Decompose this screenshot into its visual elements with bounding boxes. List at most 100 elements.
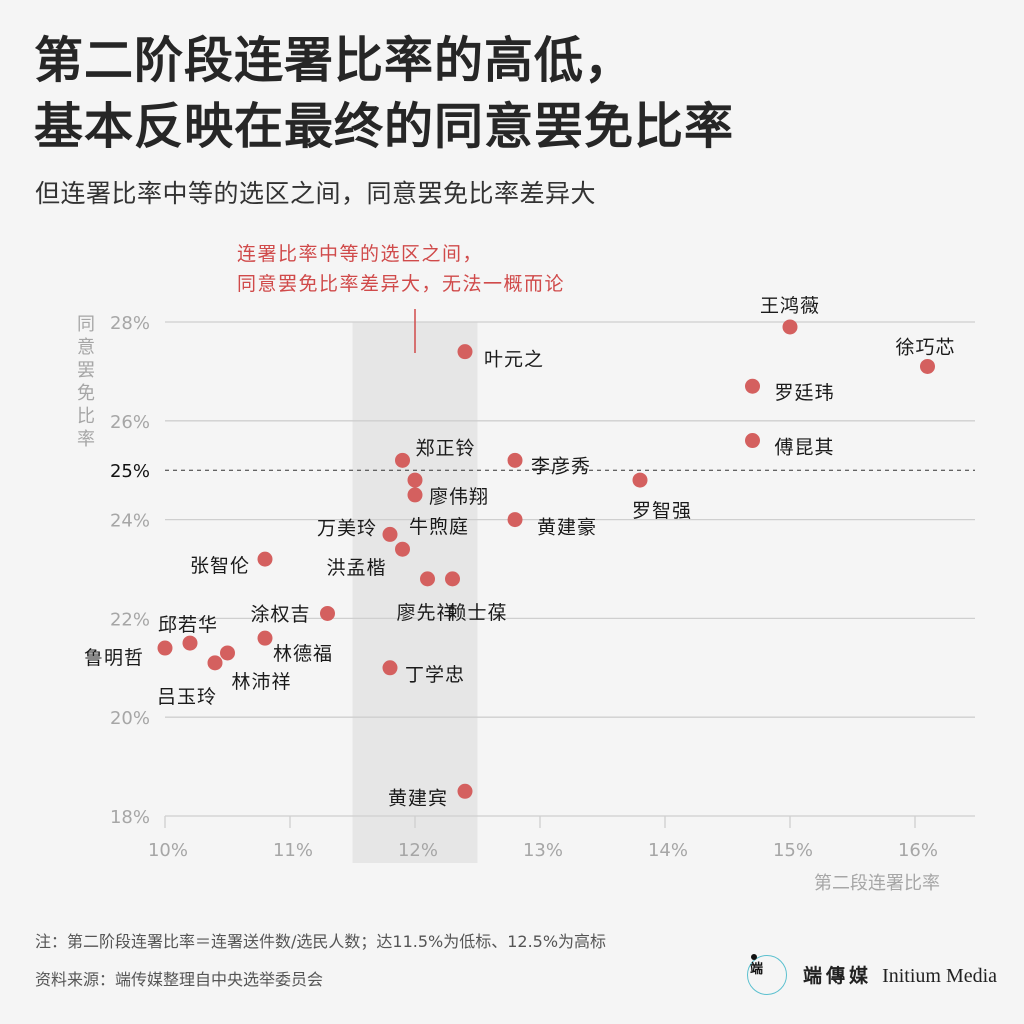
y-axis-title-char: 免 (77, 383, 95, 404)
x-tick-label: 11% (273, 840, 313, 861)
y-axis: 18% 20% 22% 24% 26% 28% (110, 313, 150, 828)
data-point (745, 378, 760, 394)
annotation-line-1: 连署比率中等的选区之间， (237, 243, 483, 265)
data-point-group: 廖伟翔 (407, 486, 489, 508)
point-label: 黄建宾 (388, 787, 448, 809)
highlight-band (352, 322, 478, 863)
point-label: 傅昆其 (775, 437, 835, 459)
y-tick-label: 20% (110, 708, 150, 729)
logo-glyph: 端 (750, 962, 763, 977)
data-point (395, 541, 410, 557)
data-point-group: 徐巧芯 (895, 336, 955, 374)
data-point (457, 344, 473, 360)
data-point (445, 571, 460, 587)
data-point-group: 廖先祥 (397, 571, 456, 624)
data-point (507, 512, 523, 528)
title-line-2: 基本反映在最终的同意罢免比率 (34, 98, 735, 155)
data-point-group: 林德福 (257, 630, 333, 665)
gridlines (165, 321, 975, 817)
data-point-group: 傅昆其 (745, 433, 835, 459)
point-label: 廖伟翔 (429, 486, 489, 508)
y-tick-label: 26% (110, 412, 150, 433)
y-axis-title-char: 意 (77, 337, 95, 358)
x-tick-label: 15% (773, 840, 813, 861)
data-point-group: 洪孟楷 (326, 541, 410, 579)
x-axis-title: 第二段连署比率 (814, 873, 940, 894)
logo-english-name: Initium Media (882, 965, 998, 987)
point-label: 罗智强 (632, 500, 692, 522)
data-point-group: 叶元之 (457, 344, 544, 371)
title-line-1: 第二阶段连署比率的高低， (34, 32, 635, 89)
x-tick-label: 12% (398, 840, 438, 861)
point-label: 罗廷玮 (775, 382, 835, 404)
data-point-group: 涂权吉 (250, 603, 335, 625)
point-label: 吕玉玲 (157, 686, 217, 708)
y-axis-title-char: 罢 (77, 360, 95, 381)
data-point (395, 452, 410, 468)
point-label: 丁学忠 (405, 664, 465, 686)
y-tick-label: 24% (110, 511, 150, 532)
x-tick-label: 10% (148, 840, 188, 861)
data-point-group: 李彦秀 (507, 452, 591, 477)
data-point (407, 487, 423, 503)
logo-chinese-name: 端傳媒 (803, 965, 873, 987)
data-point (457, 783, 473, 799)
point-label: 邱若华 (158, 614, 218, 636)
point-label: 黄建豪 (537, 517, 597, 539)
point-label: 郑正铃 (416, 437, 476, 459)
point-label: 牛煦庭 (409, 516, 469, 538)
footnote-definition: 注：第二阶段连署比率＝连署送件数/选民人数；达11.5%为低标、12.5%为高标 (35, 932, 607, 951)
x-axis: 10% 11% 12% 13% 14% 15% 16% (148, 816, 938, 861)
data-point (632, 472, 648, 488)
x-tick-label: 14% (648, 840, 688, 861)
logo-ring-icon (747, 955, 787, 995)
y-axis-title: 同意罢免比率 (77, 314, 95, 450)
y-axis-title-char: 同 (77, 314, 95, 335)
data-point (420, 571, 435, 587)
data-point-group: 黄建豪 (507, 512, 597, 539)
point-label: 洪孟楷 (326, 557, 386, 579)
data-point-group: 张智伦 (190, 551, 273, 577)
initium-media-logo: 端 端傳媒 Initium Media (745, 953, 1005, 999)
y-axis-title-char: 比 (77, 406, 95, 427)
logo-wordmark: 端傳媒 Initium Media (803, 961, 997, 988)
data-point (920, 358, 935, 374)
data-point-group: 牛煦庭 (407, 472, 469, 538)
data-point (207, 655, 223, 671)
data-point (782, 319, 798, 335)
point-label: 万美玲 (317, 517, 377, 539)
y-axis-title-char: 率 (77, 429, 95, 450)
point-label: 林德福 (273, 643, 333, 665)
x-tick-label: 16% (898, 840, 938, 861)
chart-subtitle: 但连署比率中等的选区之间，同意罢免比率差异大 (35, 179, 597, 208)
point-label: 徐巧芯 (895, 336, 955, 358)
data-point (157, 640, 173, 656)
y-tick-label: 22% (110, 609, 150, 630)
point-label: 叶元之 (484, 349, 544, 371)
data-point-group: 万美玲 (317, 517, 398, 542)
data-point-group: 丁学忠 (382, 660, 465, 686)
y-tick-label: 28% (110, 313, 150, 334)
point-label: 王鸿薇 (760, 295, 820, 317)
data-point (507, 452, 523, 468)
logo-dot-icon (751, 954, 757, 960)
data-point-group: 罗智强 (632, 472, 692, 522)
point-label: 李彦秀 (531, 455, 591, 477)
data-point (182, 635, 198, 651)
data-point-group: 罗廷玮 (745, 378, 835, 404)
data-point-group: 赖士葆 (445, 571, 508, 624)
data-point-group: 郑正铃 (395, 437, 476, 468)
y-tick-label: 18% (110, 807, 150, 828)
point-label: 赖士葆 (448, 602, 508, 624)
point-label: 张智伦 (190, 555, 250, 577)
data-point-group: 王鸿薇 (760, 295, 820, 335)
data-point (220, 645, 235, 661)
data-point (382, 660, 398, 676)
data-point (257, 551, 273, 567)
data-point (407, 472, 423, 488)
point-label: 林沛祥 (232, 671, 292, 693)
data-point (382, 526, 398, 542)
reference-line-label: 25% (110, 461, 150, 482)
data-point-group: 邱若华 (158, 614, 218, 651)
